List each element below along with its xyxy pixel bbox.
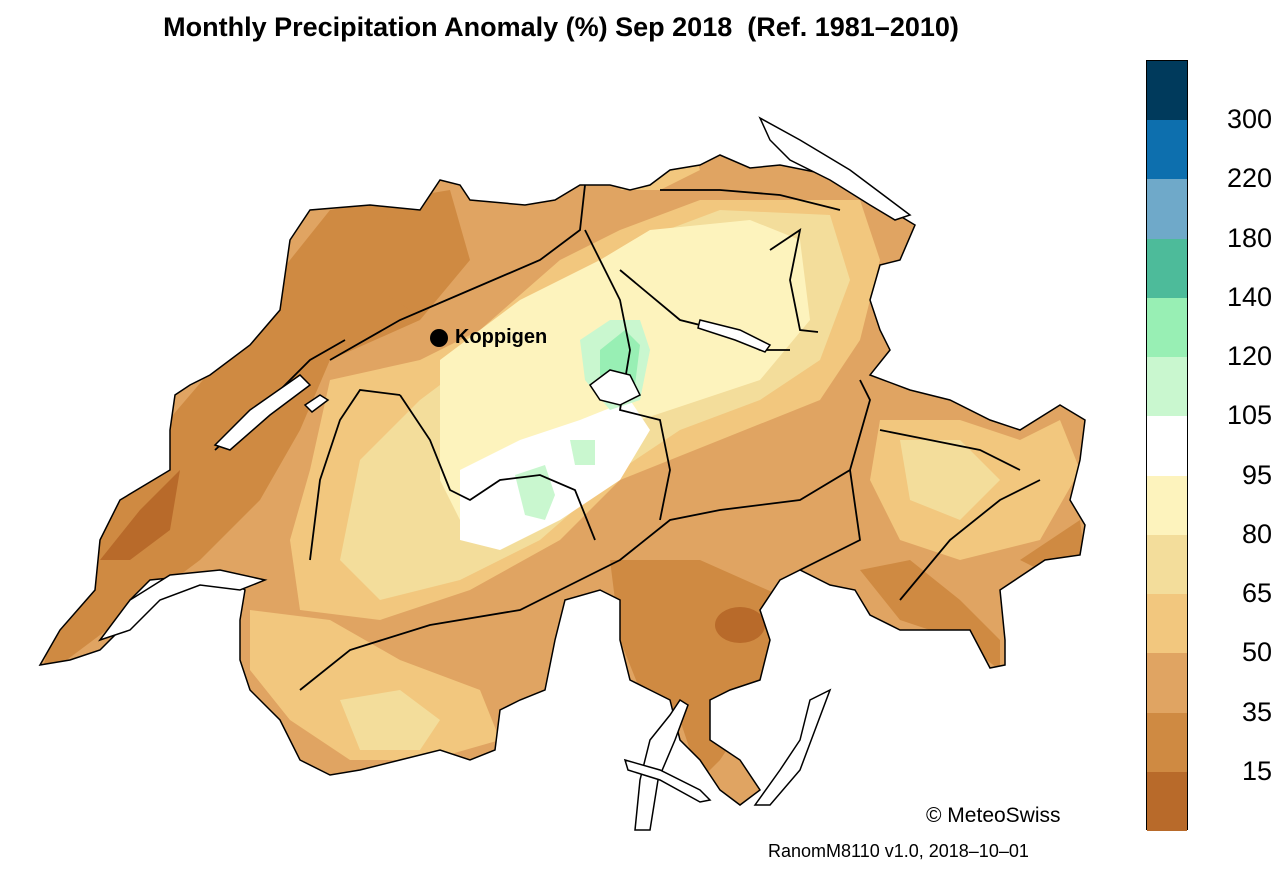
version-text: RanomM8110 v1.0, 2018–10–01 <box>768 841 1029 861</box>
legend-label: 220 <box>1226 163 1272 194</box>
legend-label: 180 <box>1226 222 1272 253</box>
legend-label: 50 <box>1241 637 1272 668</box>
lake-lugano <box>623 758 712 803</box>
lake-biel <box>303 394 330 413</box>
regional-boundaries <box>214 184 1041 691</box>
legend-label: 300 <box>1226 104 1272 135</box>
legend-swatch <box>1147 594 1187 654</box>
legend-swatch <box>1147 357 1187 417</box>
lake-zurich <box>697 319 772 353</box>
lake-constance <box>758 116 912 221</box>
anomaly-field <box>40 155 1085 805</box>
legend-swatch <box>1147 475 1187 536</box>
legend-label: 65 <box>1241 578 1272 609</box>
map-title: Monthly Precipitation Anomaly (%) Sep 20… <box>163 12 959 42</box>
legend-swatch <box>1147 416 1187 477</box>
legend-label: 15 <box>1241 755 1272 786</box>
lake-geneva <box>97 569 268 642</box>
legend-swatch <box>1147 120 1187 180</box>
legend-swatch <box>1147 653 1187 714</box>
lake-como <box>753 688 832 806</box>
legend-swatch <box>1147 534 1187 595</box>
station-marker <box>430 329 448 347</box>
country-border <box>38 154 1086 806</box>
legend-label: 80 <box>1241 518 1272 549</box>
color-legend <box>1146 60 1188 832</box>
legend-swatch <box>1147 771 1187 832</box>
legend-label: 105 <box>1226 400 1272 431</box>
legend-swatch <box>1147 61 1187 121</box>
legend-swatch <box>1147 179 1187 240</box>
lakes <box>97 116 912 831</box>
legend-swatch <box>1147 712 1187 773</box>
lake-neuchatel <box>213 374 312 451</box>
legend-swatch <box>1147 238 1187 299</box>
legend-label: 120 <box>1226 341 1272 372</box>
station-label: Koppigen <box>455 326 548 348</box>
legend-label: 35 <box>1241 696 1272 727</box>
lake-lucerne <box>588 369 642 406</box>
lake-maggiore <box>634 698 689 831</box>
legend-label: 95 <box>1241 459 1272 490</box>
copyright-text: © MeteoSwiss <box>926 804 1061 827</box>
legend-swatch <box>1147 297 1187 358</box>
legend-label: 140 <box>1226 281 1272 312</box>
